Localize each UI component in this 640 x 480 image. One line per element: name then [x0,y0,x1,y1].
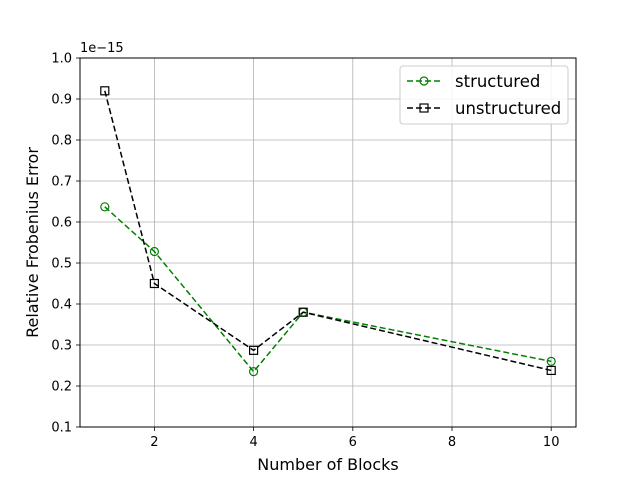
data-point-marker [546,365,556,376]
x-axis-label: Number of Blocks [257,455,398,474]
legend: structured unstructured [399,65,569,125]
data-point-marker [149,278,159,289]
y-tick-label: 0.2 [51,380,72,395]
y-tick-label: 0.3 [51,339,72,354]
y-tick-label: 0.6 [51,216,72,231]
data-point-marker [298,307,308,317]
y-axis-label: Relative Frobenius Error [23,147,42,338]
plot-frame [79,57,577,428]
data-point-marker [546,356,556,366]
x-tick-label: 6 [349,435,357,450]
axis-ticks: 2 4 6 8 10 0.1 0.2 0.3 0.4 0.5 0.6 0.7 0.8 0.9 1.0 [51,52,559,451]
series-line [104,90,552,372]
data-point-marker [249,367,259,377]
series-layer [100,86,556,377]
legend-item-unstructured: unstructured [407,99,561,118]
legend-item-structured: structured [407,72,540,91]
legend-box [399,65,569,125]
legend-label: unstructured [455,99,561,118]
data-point-marker [100,86,110,96]
y-tick-label: 0.9 [51,93,72,108]
data-point-marker [149,246,159,257]
x-tick-label: 2 [150,435,158,450]
y-tick-label: 0.8 [51,134,72,149]
y-axis-offset-label: 1e−15 [80,41,124,56]
series-unstructured [100,86,556,376]
x-tick-label: 10 [543,435,560,450]
data-point-marker [249,345,259,355]
legend-label: structured [455,72,540,91]
y-tick-label: 1.0 [51,52,72,67]
data-point-marker [419,76,429,86]
y-tick-label: 0.7 [51,175,72,190]
y-tick-label: 0.1 [51,421,72,436]
y-tick-label: 0.5 [51,257,72,272]
x-tick-label: 8 [448,435,456,450]
y-tick-label: 0.4 [51,298,72,313]
data-point-marker [100,202,110,212]
data-point-marker [419,103,429,113]
x-tick-label: 4 [249,435,257,450]
